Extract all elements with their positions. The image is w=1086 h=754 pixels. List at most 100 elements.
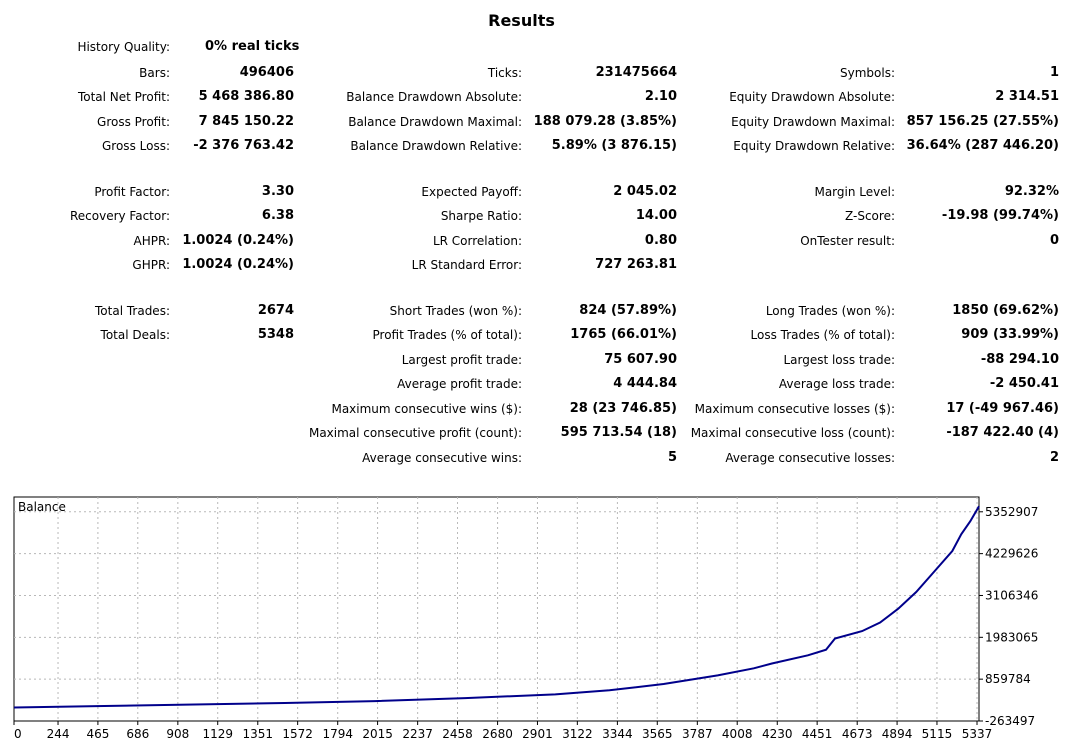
stat-label: Maximum consecutive losses ($): [694, 402, 895, 416]
y-tick-label: 4229626 [985, 547, 1038, 561]
stat-value: 3.30 [261, 184, 294, 199]
stat-value: 909 (33.99%) [961, 327, 1059, 342]
y-tick-label: 859784 [985, 672, 1031, 686]
x-tick-label: 2458 [442, 727, 473, 741]
stat-value: 2.10 [644, 89, 677, 104]
stat-value: 36.64% (287 446.20) [906, 138, 1059, 153]
balance-chart: 5352907 4229626 3106346 1983065 859784 -26349… [0, 492, 1086, 750]
stat-label: Average consecutive losses: [725, 451, 895, 465]
stat-value: 496406 [239, 65, 294, 80]
stat-label: Balance Drawdown Maximal: [348, 115, 522, 129]
stat-label: Largest loss trade: [783, 353, 895, 367]
stat-value: 2 314.51 [995, 89, 1059, 104]
stat-value: 5348 [257, 327, 294, 342]
stat-value: 2 045.02 [613, 184, 677, 199]
stat-label: Maximal consecutive profit (count): [308, 426, 522, 440]
stat-value: 5.89% (3 876.15) [551, 138, 677, 153]
stat-value: 5 [667, 450, 677, 465]
stat-label: Total Deals: [100, 328, 170, 342]
x-tick-label: 686 [126, 727, 149, 741]
stat-label: Maximal consecutive loss (count): [690, 426, 895, 440]
stat-label: Average loss trade: [778, 377, 895, 391]
stat-label: Profit Trades (% of total): [372, 328, 522, 342]
x-tick-label: 5337 [962, 727, 993, 741]
x-tick-label: 1572 [282, 727, 313, 741]
x-tick-label: 244 [47, 727, 70, 741]
x-tick-label: 4673 [842, 727, 873, 741]
stat-value: 7 845 150.22 [198, 114, 294, 129]
history-quality-label: History Quality: [77, 40, 170, 54]
plot-frame [13, 496, 980, 722]
x-tick-label: 2901 [522, 727, 553, 741]
stat-value: 2674 [257, 303, 294, 318]
stat-value: -2 376 763.42 [193, 138, 294, 153]
stat-value: 857 156.25 (27.55%) [906, 114, 1059, 129]
stat-value: 1 [1049, 65, 1059, 80]
stat-value: 0 [1049, 233, 1059, 248]
stat-label: Total Net Profit: [77, 90, 170, 104]
stat-value: 727 263.81 [595, 257, 677, 272]
stat-label: Largest profit trade: [401, 353, 522, 367]
stat-label: Ticks: [487, 66, 522, 80]
stat-label: Bars: [139, 66, 170, 80]
stat-label: LR Standard Error: [411, 258, 522, 272]
stat-value: 1850 (69.62%) [952, 303, 1059, 318]
stat-value: 75 607.90 [604, 352, 677, 367]
x-tick-label: 2680 [482, 727, 513, 741]
stat-value: 188 079.28 (3.85%) [533, 114, 677, 129]
y-tick-label: 3106346 [985, 588, 1038, 602]
stat-value: 595 713.54 (18) [560, 425, 677, 440]
x-tick-label: 4451 [802, 727, 833, 741]
stat-label: AHPR: [133, 234, 170, 248]
stat-value: 2 [1049, 450, 1059, 465]
stat-value: 28 (23 746.85) [569, 401, 677, 416]
x-tick-label: 465 [86, 727, 109, 741]
x-tick-label: 908 [166, 727, 189, 741]
x-tick-label: 0 [14, 727, 22, 741]
balance-chart-svg: 5352907 4229626 3106346 1983065 859784 -26349… [13, 496, 1038, 741]
stat-label: LR Correlation: [432, 234, 522, 248]
stat-label: Gross Profit: [97, 115, 170, 129]
stat-label: Recovery Factor: [69, 209, 170, 223]
stat-label: Average consecutive wins: [362, 451, 522, 465]
x-tick-label: 3565 [642, 727, 673, 741]
stat-value: 1.0024 (0.24%) [182, 233, 294, 248]
stat-label: Average profit trade: [397, 377, 522, 391]
stat-value: 1.0024 (0.24%) [182, 257, 294, 272]
stat-value: 0.80 [644, 233, 677, 248]
stat-label: Long Trades (won %): [765, 304, 895, 318]
stat-value: -19.98 (99.74%) [941, 208, 1059, 223]
stat-label: Symbols: [840, 66, 895, 80]
stat-label: Gross Loss: [102, 139, 170, 153]
stat-value: 5 468 386.80 [198, 89, 294, 104]
stat-label: Equity Drawdown Relative: [733, 139, 895, 153]
stat-label: OnTester result: [800, 234, 895, 248]
stat-value: 6.38 [261, 208, 294, 223]
stat-label: Margin Level: [814, 185, 895, 199]
x-tick-label: 3344 [602, 727, 633, 741]
stat-value: -88 294.10 [980, 352, 1059, 367]
x-tick-label: 4894 [882, 727, 913, 741]
stat-label: Profit Factor: [94, 185, 170, 199]
stat-label: Equity Drawdown Maximal: [731, 115, 895, 129]
x-tick-label: 4008 [722, 727, 753, 741]
stat-label: Total Trades: [95, 304, 170, 318]
stat-label: Sharpe Ratio: [440, 209, 522, 223]
stat-label: Balance Drawdown Relative: [350, 139, 522, 153]
stat-value: 1765 (66.01%) [570, 327, 677, 342]
x-tick-label: 1794 [322, 727, 353, 741]
y-tick-label: 1983065 [985, 630, 1038, 644]
stat-label: Loss Trades (% of total): [750, 328, 896, 342]
y-tick-label: -263497 [985, 714, 1035, 728]
y-tick-label: 5352907 [985, 505, 1038, 519]
x-tick-label: 2237 [402, 727, 433, 741]
history-quality-value: 0% real ticks [205, 39, 300, 54]
stat-label: Balance Drawdown Absolute: [346, 90, 522, 104]
stat-label: Equity Drawdown Absolute: [729, 90, 895, 104]
stat-label: Z-Score: [845, 209, 895, 223]
x-tick-label: 1351 [243, 727, 274, 741]
stat-label: GHPR: [132, 258, 170, 272]
x-tick-label: 3787 [682, 727, 713, 741]
stat-value: 17 (-49 967.46) [946, 401, 1059, 416]
stat-value: -187 422.40 (4) [946, 425, 1059, 440]
